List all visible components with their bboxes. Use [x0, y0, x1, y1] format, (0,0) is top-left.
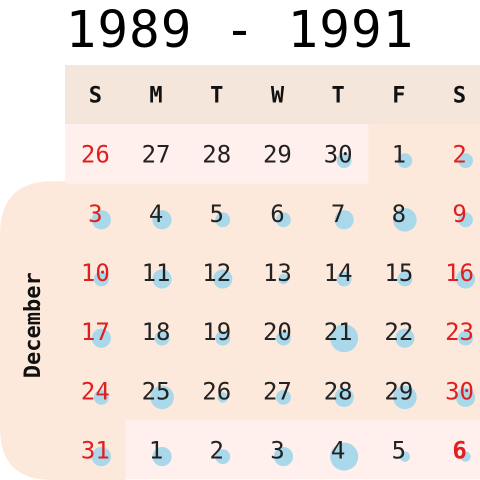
day-bubble [336, 153, 352, 169]
day-number: 18 [142, 318, 171, 346]
day-bubble [215, 449, 231, 464]
day-number: 20 [263, 318, 292, 346]
day-number: 19 [202, 318, 231, 346]
day-bubble [276, 212, 291, 228]
day-bubble [330, 442, 359, 471]
day-bubble [91, 447, 111, 467]
prev-month-band [65, 124, 369, 184]
day-bubble [393, 385, 417, 410]
day-bubble [215, 330, 231, 346]
day-bubble [397, 153, 413, 169]
day-number: 13 [263, 259, 292, 287]
day-bubble [397, 271, 413, 287]
day-number: 8 [392, 200, 406, 228]
weekday-header-band [65, 65, 480, 124]
day-number: 4 [149, 200, 163, 228]
day-bubble [458, 330, 473, 346]
day-number: 29 [384, 377, 413, 405]
day-bubble [152, 210, 172, 230]
day-number: 26 [81, 141, 110, 169]
day-bubble [273, 447, 294, 467]
day-number: 28 [324, 377, 353, 405]
day-number: 22 [384, 318, 413, 346]
day-number: 2 [210, 437, 224, 465]
day-number: 6 [452, 437, 466, 465]
day-bubble [278, 273, 289, 285]
weekday-header: S [89, 84, 102, 109]
day-bubble [93, 390, 109, 405]
day-bubble [330, 324, 359, 353]
month-region [0, 124, 480, 480]
day-number: 3 [270, 437, 284, 465]
month-label: December [21, 272, 46, 378]
next-month-band [125, 420, 480, 480]
day-bubble [334, 210, 354, 230]
day-number: 16 [445, 259, 474, 287]
day-number: 30 [445, 377, 474, 405]
day-number: 3 [88, 200, 102, 228]
day-bubble [334, 387, 354, 407]
day-number: 29 [263, 141, 292, 169]
day-number: 28 [202, 141, 231, 169]
day-number: 26 [202, 377, 231, 405]
weekday-header: S [453, 84, 466, 109]
day-number: 9 [452, 200, 466, 228]
day-number: 5 [210, 200, 224, 228]
weekday-header: W [271, 84, 285, 109]
day-bubble [150, 385, 174, 410]
day-number: 17 [81, 318, 110, 346]
day-number: 27 [142, 141, 171, 169]
day-bubble [336, 271, 352, 287]
day-bubble [93, 271, 109, 287]
day-number: 11 [142, 259, 171, 287]
day-bubble [458, 212, 473, 228]
day-number: 21 [324, 318, 353, 346]
day-bubble [152, 447, 172, 467]
day-number: 12 [202, 259, 231, 287]
day-number: 15 [384, 259, 413, 287]
day-number: 1 [392, 141, 406, 169]
day-bubble [460, 451, 471, 462]
day-bubble [91, 210, 111, 230]
day-number: 5 [392, 437, 406, 465]
day-bubble [217, 392, 228, 403]
day-bubble [455, 387, 476, 407]
day-bubble [399, 451, 411, 462]
day-number: 31 [81, 437, 110, 465]
weekday-header: T [210, 84, 223, 109]
day-number: 24 [81, 377, 110, 405]
day-number: 7 [331, 200, 345, 228]
chart-title: 1989 - 1991 [65, 1, 415, 60]
weekday-header: F [392, 84, 405, 109]
day-number: 1 [149, 437, 163, 465]
day-number: 23 [445, 318, 474, 346]
day-bubble [152, 269, 172, 289]
day-bubble [91, 328, 111, 348]
weekday-header: T [332, 84, 345, 109]
day-number: 4 [331, 437, 345, 465]
day-bubble [393, 208, 417, 232]
day-bubble [458, 153, 473, 169]
day-bubble [455, 269, 476, 289]
day-number: 27 [263, 377, 292, 405]
day-bubble [276, 390, 291, 405]
day-bubble [395, 328, 415, 348]
day-number: 10 [81, 259, 110, 287]
day-number: 14 [324, 259, 353, 287]
day-bubble [276, 330, 291, 346]
weekday-header: M [149, 84, 162, 109]
day-number: 6 [270, 200, 284, 228]
day-number: 2 [452, 141, 466, 169]
day-number: 30 [324, 141, 353, 169]
day-bubble [215, 212, 231, 228]
day-bubble [213, 269, 233, 289]
day-bubble [154, 330, 170, 346]
day-number: 25 [142, 377, 171, 405]
